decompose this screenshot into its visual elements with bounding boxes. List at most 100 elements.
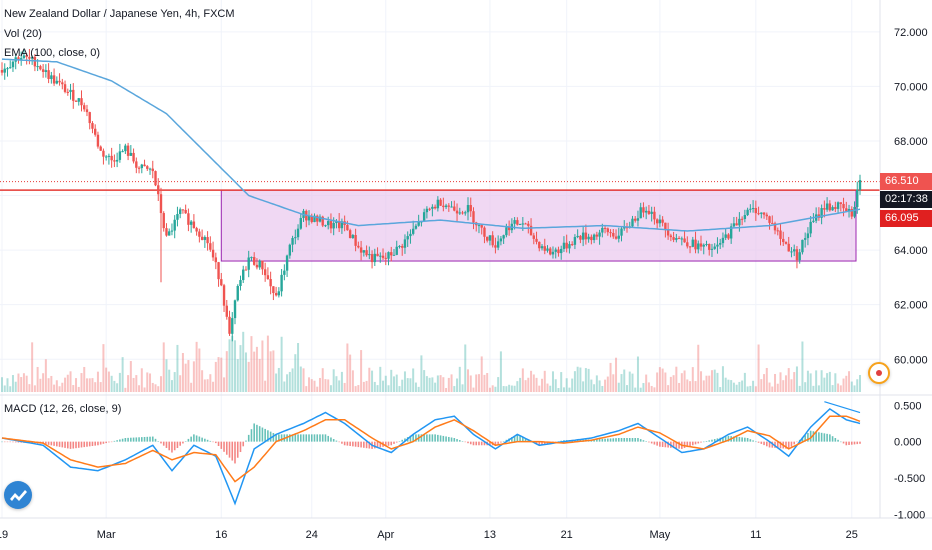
ema-line <box>1 58 861 232</box>
candle-body <box>299 218 302 229</box>
candle-body <box>595 234 599 237</box>
volume-bar <box>543 370 546 392</box>
macd-histogram-bar <box>431 434 434 442</box>
candle-body <box>17 57 20 60</box>
candle-body <box>803 238 807 240</box>
range-box <box>220 189 857 262</box>
macd-histogram-bar <box>69 441 72 449</box>
volume-bar <box>392 376 395 392</box>
volume-bar <box>856 379 859 392</box>
volume-bar <box>3 385 6 392</box>
candle-body <box>691 239 694 247</box>
candle-body <box>702 244 705 247</box>
candle-body <box>431 206 434 209</box>
volume-bar <box>297 343 300 392</box>
macd-histogram-bar <box>162 441 165 446</box>
macd-histogram-bar <box>456 439 458 442</box>
candle-body <box>787 243 790 252</box>
candle-body <box>790 251 793 253</box>
candle-body <box>549 248 552 255</box>
volume-bar <box>203 379 206 392</box>
volume-bar <box>417 386 420 392</box>
macd-histogram-bar <box>727 435 730 442</box>
replay-icon[interactable] <box>868 362 890 384</box>
candle-body <box>258 260 261 268</box>
macd-legend[interactable]: MACD (12, 26, close, 9) <box>4 403 122 415</box>
macd-histogram-bar <box>404 438 406 442</box>
candle-body <box>178 209 182 215</box>
volume-bar <box>472 387 475 392</box>
volume-bar <box>36 366 39 392</box>
macd-histogram-bar <box>412 434 414 442</box>
candle-body <box>453 206 456 211</box>
macd-histogram-bar <box>97 441 99 446</box>
volume-bar <box>647 382 650 392</box>
macd-histogram-bar <box>53 441 55 446</box>
volume-bar <box>127 375 130 392</box>
macd-histogram-bar <box>141 437 143 442</box>
tradingview-logo-icon[interactable] <box>4 481 32 509</box>
ema-legend[interactable]: EMA (100, close, 0) <box>4 47 100 59</box>
volume-bar <box>107 371 110 392</box>
macd-histogram-bar <box>198 436 201 442</box>
candle-body <box>782 238 785 243</box>
macd-histogram-bar <box>538 441 541 446</box>
macd-histogram-bar <box>840 441 842 443</box>
candle-body <box>25 55 28 57</box>
macd-histogram-bar <box>807 433 809 442</box>
volume-bar <box>488 387 491 392</box>
volume-bar <box>639 387 642 392</box>
volume-bar <box>398 386 401 392</box>
macd-histogram-bar <box>711 439 713 442</box>
candle-body <box>677 238 681 240</box>
macd-histogram-bar <box>826 433 828 442</box>
candle-body <box>77 98 80 102</box>
price-axis-label: 62.000 <box>894 300 928 312</box>
volume-bar <box>47 378 50 392</box>
candle-body <box>148 168 152 170</box>
candle-body <box>294 237 297 239</box>
volume-bar <box>615 357 618 392</box>
macd-histogram-bar <box>267 430 269 442</box>
macd-histogram-bar <box>354 441 357 447</box>
macd-histogram-bar <box>58 441 61 447</box>
macd-histogram-bar <box>6 441 9 443</box>
volume-bar <box>595 375 598 392</box>
volume-bar <box>565 378 568 392</box>
volume-bar <box>477 374 480 392</box>
volume-bar <box>502 386 505 392</box>
candle-body <box>535 238 538 242</box>
macd-histogram-bar <box>755 441 757 443</box>
volume-bar <box>760 379 763 392</box>
macd-histogram-bar <box>804 435 806 442</box>
candle-body <box>126 145 130 156</box>
macd-histogram-bar <box>678 441 680 449</box>
volume-legend[interactable]: Vol (20) <box>4 28 42 40</box>
candle-body <box>636 218 640 221</box>
candle-body <box>203 237 207 240</box>
macd-histogram-bar <box>47 441 50 445</box>
macd-histogram-bar <box>694 441 697 445</box>
candle-body <box>513 220 516 224</box>
volume-bar <box>91 378 94 392</box>
symbol-legend[interactable]: New Zealand Dollar / Japanese Yen, 4h, F… <box>4 8 235 20</box>
volume-bar <box>752 380 755 392</box>
candle-body <box>39 66 42 70</box>
macd-histogram-bar <box>467 441 469 444</box>
time-axis-label: Apr <box>377 529 394 541</box>
candle-body <box>406 236 409 240</box>
macd-histogram-bar <box>135 437 138 442</box>
volume-bar <box>680 373 683 392</box>
macd-histogram-bar <box>598 439 601 442</box>
candle-body <box>22 55 26 59</box>
candle-body <box>36 66 39 68</box>
candle-body <box>195 228 198 232</box>
candle-body <box>187 213 190 225</box>
candle-body <box>321 216 324 226</box>
macd-histogram-bar <box>631 438 634 442</box>
candle-body <box>118 151 122 160</box>
volume-bar <box>645 374 648 392</box>
volume-bar <box>157 386 160 392</box>
candle-body <box>340 221 344 229</box>
